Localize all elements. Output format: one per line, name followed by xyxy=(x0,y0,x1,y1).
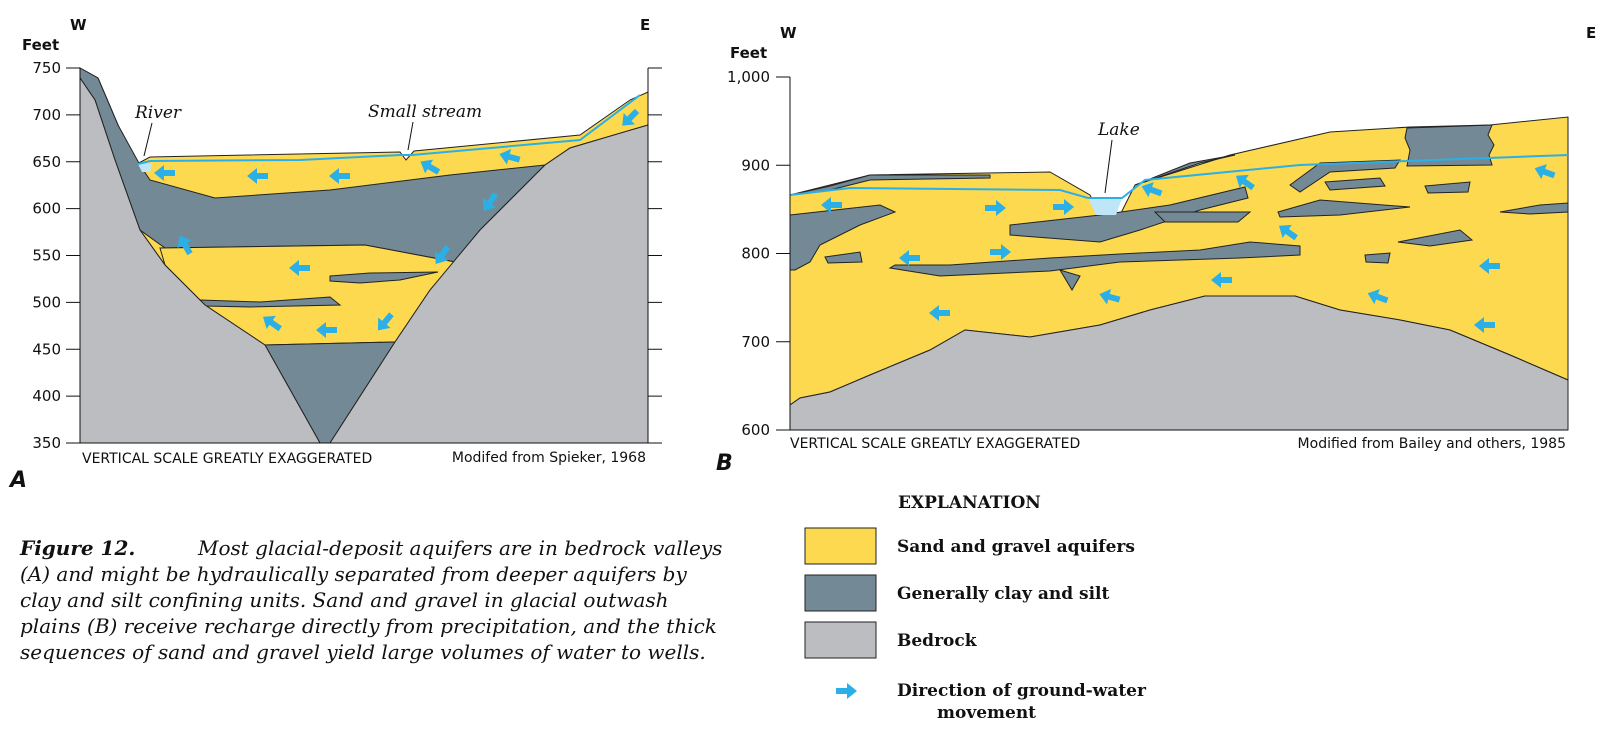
west-label: W xyxy=(780,24,797,42)
y-tick-label: 550 xyxy=(32,247,61,265)
leader xyxy=(408,122,413,150)
y-tick-label: 700 xyxy=(32,106,61,124)
legend-label: Sand and gravel aquifers xyxy=(897,537,1135,557)
lake-label: Lake xyxy=(1097,120,1140,140)
legend-label-line: movement xyxy=(937,703,1036,723)
y-tick-label: 1,000 xyxy=(727,68,770,86)
caption-line: (A) and might be hydraulically separated… xyxy=(20,562,687,586)
legend-label: Bedrock xyxy=(897,631,978,651)
y-tick-label: 350 xyxy=(32,434,61,452)
y-tick-label: 800 xyxy=(741,245,770,263)
leader xyxy=(1105,140,1112,193)
stream-label: Small stream xyxy=(368,102,482,122)
west-label: W xyxy=(70,16,87,34)
east-label: E xyxy=(640,16,650,34)
legend-swatch xyxy=(805,622,876,658)
legend-label-line: Direction of ground-water xyxy=(897,681,1147,701)
axis-unit: Feet xyxy=(22,36,59,54)
caption-line: plains (B) receive recharge directly fro… xyxy=(20,614,717,638)
flow-arrow xyxy=(836,683,857,699)
caption-line: clay and silt confining units. Sand and … xyxy=(20,588,669,612)
source-note: Modifed from Spieker, 1968 xyxy=(452,450,646,466)
y-tick-label: 450 xyxy=(32,340,61,358)
legend-swatch xyxy=(805,528,876,564)
y-tick-label: 600 xyxy=(741,421,770,439)
y-tick-label: 500 xyxy=(32,293,61,311)
y-tick-label: 600 xyxy=(32,200,61,218)
legend-swatch xyxy=(805,575,876,611)
clay xyxy=(1155,212,1250,222)
figure: 750 700 650 600 550 500 450 400 350 Feet W E River Sm… xyxy=(0,0,1598,738)
clay xyxy=(1365,253,1390,263)
y-tick-label: 400 xyxy=(32,387,61,405)
scale-note: VERTICAL SCALE GREATLY EXAGGERATED xyxy=(82,451,372,467)
river-label: River xyxy=(134,103,182,123)
scale-note: VERTICAL SCALE GREATLY EXAGGERATED xyxy=(790,436,1080,452)
source-note: Modified from Bailey and others, 1985 xyxy=(1298,436,1566,452)
y-tick-label: 750 xyxy=(32,59,61,77)
east-label: E xyxy=(1586,24,1596,42)
axis-unit: Feet xyxy=(730,44,767,62)
leader xyxy=(144,123,152,156)
caption-line: sequences of sand and gravel yield large… xyxy=(20,640,706,664)
y-tick-label: 900 xyxy=(741,156,770,174)
explanation-title: EXPLANATION xyxy=(898,493,1041,513)
y-tick-label: 650 xyxy=(32,153,61,171)
caption-line: Most glacial-deposit aquifers are in bed… xyxy=(197,536,722,560)
panel-label: A xyxy=(8,468,27,493)
y-tick-label: 700 xyxy=(741,333,770,351)
figure-number: Figure 12. xyxy=(19,536,135,560)
panel-label: B xyxy=(716,451,733,476)
legend-label: Generally clay and silt xyxy=(897,584,1109,604)
